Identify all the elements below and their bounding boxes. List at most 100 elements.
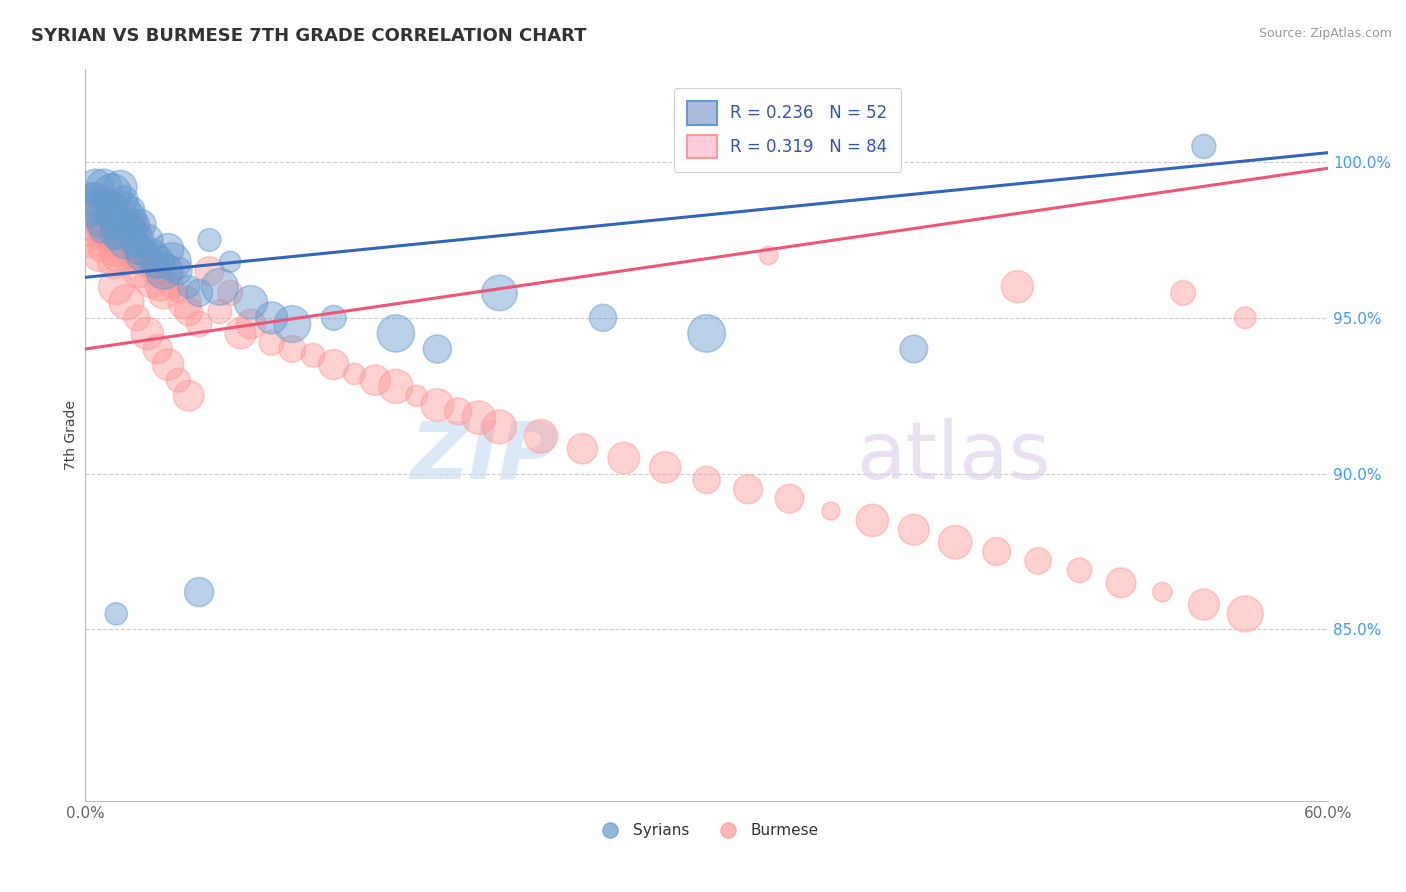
- Point: [239, 317, 262, 331]
- Point: [343, 367, 366, 381]
- Point: [84, 211, 107, 226]
- Point: [198, 264, 221, 278]
- Point: [177, 304, 200, 318]
- Point: [94, 193, 117, 207]
- Point: [98, 202, 121, 216]
- Point: [136, 254, 159, 268]
- Point: [146, 342, 169, 356]
- Point: [82, 218, 104, 232]
- Point: [105, 218, 128, 232]
- Point: [1007, 279, 1029, 293]
- Point: [89, 248, 111, 262]
- Point: [111, 223, 134, 237]
- Point: [177, 389, 200, 403]
- Point: [188, 585, 211, 599]
- Point: [132, 242, 155, 256]
- Point: [188, 317, 211, 331]
- Point: [177, 279, 200, 293]
- Point: [141, 273, 163, 287]
- Point: [322, 358, 344, 372]
- Point: [118, 211, 141, 226]
- Point: [488, 285, 510, 300]
- Point: [188, 285, 211, 300]
- Point: [229, 326, 252, 341]
- Point: [111, 202, 134, 216]
- Point: [103, 233, 125, 247]
- Point: [405, 389, 427, 403]
- Point: [208, 279, 231, 293]
- Point: [120, 242, 142, 256]
- Point: [124, 242, 146, 256]
- Point: [125, 233, 148, 247]
- Point: [93, 202, 115, 216]
- Point: [105, 242, 128, 256]
- Text: atlas: atlas: [856, 417, 1050, 496]
- Text: SYRIAN VS BURMESE 7TH GRADE CORRELATION CHART: SYRIAN VS BURMESE 7TH GRADE CORRELATION …: [31, 27, 586, 45]
- Point: [94, 223, 117, 237]
- Point: [110, 202, 132, 216]
- Point: [1109, 575, 1132, 590]
- Point: [97, 211, 120, 226]
- Point: [118, 233, 141, 247]
- Point: [101, 202, 124, 216]
- Point: [101, 186, 124, 201]
- Point: [128, 242, 150, 256]
- Point: [385, 379, 408, 393]
- Point: [132, 248, 155, 262]
- Point: [114, 193, 136, 207]
- Point: [1171, 285, 1194, 300]
- Point: [124, 218, 146, 232]
- Point: [447, 404, 470, 418]
- Point: [160, 254, 183, 268]
- Point: [84, 180, 107, 194]
- Point: [654, 460, 676, 475]
- Point: [86, 202, 108, 216]
- Point: [820, 504, 842, 518]
- Point: [173, 295, 195, 310]
- Point: [141, 248, 163, 262]
- Point: [157, 264, 180, 278]
- Point: [860, 513, 883, 527]
- Point: [121, 223, 143, 237]
- Point: [903, 342, 925, 356]
- Text: ZIP: ZIP: [411, 417, 558, 496]
- Point: [322, 310, 344, 325]
- Point: [128, 264, 150, 278]
- Point: [198, 233, 221, 247]
- Point: [903, 523, 925, 537]
- Point: [592, 310, 614, 325]
- Point: [219, 254, 242, 268]
- Point: [1152, 585, 1174, 599]
- Point: [779, 491, 801, 506]
- Point: [696, 326, 718, 341]
- Point: [98, 218, 121, 232]
- Point: [79, 223, 101, 237]
- Point: [115, 233, 138, 247]
- Point: [153, 264, 176, 278]
- Point: [107, 248, 129, 262]
- Point: [90, 223, 112, 237]
- Point: [89, 218, 111, 232]
- Point: [1192, 598, 1215, 612]
- Point: [157, 242, 180, 256]
- Point: [1234, 310, 1257, 325]
- Point: [737, 482, 759, 496]
- Point: [1069, 563, 1091, 577]
- Point: [385, 326, 408, 341]
- Point: [157, 358, 180, 372]
- Point: [986, 544, 1008, 558]
- Point: [160, 279, 183, 293]
- Point: [136, 326, 159, 341]
- Point: [114, 218, 136, 232]
- Point: [364, 373, 387, 387]
- Point: [943, 535, 966, 549]
- Point: [426, 398, 449, 412]
- Point: [145, 264, 167, 278]
- Point: [80, 186, 103, 201]
- Point: [103, 254, 125, 268]
- Point: [107, 223, 129, 237]
- Point: [1234, 607, 1257, 621]
- Point: [302, 348, 325, 362]
- Point: [260, 335, 283, 350]
- Point: [1026, 554, 1049, 568]
